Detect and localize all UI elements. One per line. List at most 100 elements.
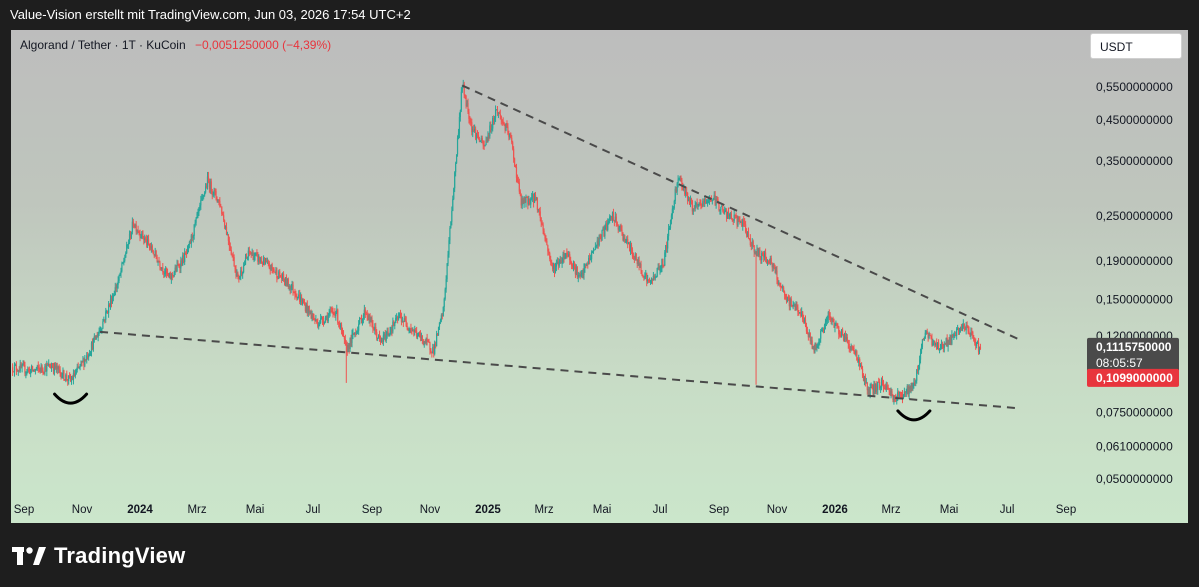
candle-body: [632, 255, 635, 257]
candle-body: [826, 318, 828, 321]
candle-body: [921, 339, 924, 347]
candle-body: [841, 329, 844, 336]
chart-panel[interactable]: 0,5500000000 0,4500000000 0,3500000000 0,25…: [11, 30, 1188, 523]
candle-body: [106, 310, 108, 312]
candle-body: [645, 273, 647, 277]
candle-body: [871, 387, 873, 389]
candle-body: [900, 393, 903, 395]
candle-body: [804, 319, 807, 326]
candle-body: [508, 133, 510, 138]
candle-body: [560, 260, 562, 264]
candle-body: [459, 110, 461, 118]
candle-body: [241, 270, 243, 275]
trendline-upper: [461, 84, 1021, 341]
candle-body: [801, 311, 803, 316]
candle-body: [139, 232, 141, 238]
candle-body: [116, 284, 118, 289]
candle-body: [406, 325, 408, 329]
candle-body: [589, 257, 591, 260]
candle-body: [528, 198, 530, 205]
candle-body: [192, 235, 194, 238]
candle-body: [99, 330, 101, 332]
y-tick-label: 0,0500000000: [1096, 472, 1173, 486]
candle-body: [44, 366, 46, 373]
candle-body: [161, 267, 163, 270]
candle-body: [669, 220, 672, 229]
candle-body: [125, 253, 127, 258]
candle-body: [209, 181, 211, 190]
candle-body: [494, 109, 497, 118]
candle-body: [612, 212, 615, 220]
candle-body: [351, 334, 353, 343]
candle-body: [873, 383, 875, 394]
candle-body: [284, 277, 287, 283]
candle-body: [483, 145, 485, 147]
price-chart[interactable]: 0,5500000000 0,4500000000 0,3500000000 0,25…: [11, 30, 1188, 523]
candle-body: [814, 345, 816, 352]
candle-body: [578, 275, 580, 277]
candle-body: [534, 195, 537, 201]
candle-body: [955, 334, 957, 336]
candle-body: [260, 260, 262, 262]
candle-body: [753, 245, 755, 253]
candle-body: [648, 279, 651, 283]
candle-body: [15, 365, 17, 371]
candle-body: [156, 257, 158, 263]
x-tick-label: Sep: [709, 504, 729, 516]
candle-body: [420, 335, 423, 338]
candle-body: [72, 373, 75, 381]
candle-body: [571, 262, 573, 266]
y-tick-label: 0,4500000000: [1096, 113, 1173, 127]
candle-body: [86, 355, 88, 360]
candle-body: [828, 312, 830, 317]
candle-body: [499, 114, 501, 117]
candle-body: [333, 312, 335, 314]
candle-body: [211, 191, 213, 195]
candle-body: [843, 334, 846, 341]
candle-body: [899, 391, 902, 394]
candle-body: [427, 340, 429, 342]
candle-body: [460, 91, 462, 111]
candle-body: [295, 295, 297, 297]
candle-body: [705, 199, 707, 204]
currency-button[interactable]: USDT: [1090, 33, 1182, 59]
candle-body: [341, 330, 344, 332]
candle-body: [880, 386, 882, 389]
candle-body: [594, 246, 596, 250]
candle-body: [65, 374, 67, 380]
candle-body: [825, 320, 828, 322]
price-change: −0,0051250000 (−4,39%): [195, 38, 332, 52]
candle-body: [711, 200, 713, 202]
candle-body: [108, 304, 110, 313]
candle-body: [46, 364, 48, 372]
candle-body: [758, 249, 760, 256]
candle-body: [346, 345, 348, 353]
candle-body: [419, 333, 422, 338]
candle-body: [887, 387, 889, 390]
candle-body: [374, 327, 376, 331]
candle-body: [808, 332, 810, 338]
candle-body: [78, 367, 80, 369]
candle-body: [222, 213, 224, 216]
candle-body: [800, 312, 802, 316]
candle-body: [52, 367, 55, 372]
candle-body: [416, 331, 418, 338]
candle-body: [957, 327, 960, 332]
candle-body: [531, 197, 533, 199]
candle-body: [885, 385, 887, 390]
candle-body: [69, 375, 71, 377]
candle-body: [408, 329, 410, 331]
candle-body: [884, 388, 886, 390]
candle-body: [433, 346, 435, 354]
candle-body: [130, 232, 133, 238]
candle-body: [773, 263, 775, 268]
candle-body: [620, 226, 622, 230]
candle-body: [647, 279, 649, 282]
candle-body: [149, 246, 152, 249]
candle-body: [166, 268, 168, 274]
candle-body: [170, 273, 172, 280]
candle-body: [380, 340, 383, 342]
candle-body: [841, 329, 843, 337]
candle-body: [925, 330, 927, 333]
candle-body: [345, 342, 347, 346]
